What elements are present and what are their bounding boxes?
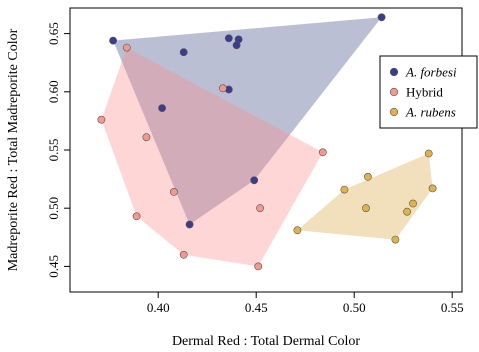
data-point-2-1 xyxy=(122,43,131,52)
legend-label-2: Hybrid xyxy=(406,85,443,100)
data-point-2-6 xyxy=(169,187,178,196)
data-point-3-9 xyxy=(391,235,400,244)
hull-polygon-2 xyxy=(101,47,323,267)
data-point-2-8 xyxy=(132,212,141,221)
data-point-3-6 xyxy=(409,199,417,208)
data-point-2-5 xyxy=(318,148,327,157)
legend: A. forbesi Hybrid A. rubens xyxy=(379,55,478,129)
data-point-2-3 xyxy=(97,115,106,124)
x-tick-label: 0.50 xyxy=(343,300,366,315)
legend-marker-2 xyxy=(389,87,399,97)
data-point-1-9 xyxy=(185,220,194,229)
data-point-1-1 xyxy=(109,36,117,45)
legend-marker-1 xyxy=(389,67,399,77)
data-point-3-4 xyxy=(428,184,437,193)
data-point-2-2 xyxy=(218,84,227,93)
hull-polygon-3 xyxy=(297,153,433,240)
data-point-3-3 xyxy=(340,185,349,194)
data-point-1-2 xyxy=(179,48,188,57)
y-axis-label: Madreporite Red : Total Madreporite Colo… xyxy=(6,28,21,271)
data-point-3-5 xyxy=(362,204,370,213)
x-tick-label: 0.55 xyxy=(441,300,464,315)
data-point-3-2 xyxy=(363,172,372,181)
legend-label-1: A. forbesi xyxy=(405,65,457,80)
y-tick-label: 0.55 xyxy=(46,139,61,162)
data-point-2-4 xyxy=(142,133,151,142)
data-point-2-9 xyxy=(179,250,188,259)
data-point-2-10 xyxy=(254,262,263,271)
hull-polygon-1 xyxy=(113,17,382,225)
y-tick-label: 0.65 xyxy=(46,22,61,45)
y-tick-label: 0.45 xyxy=(46,255,61,278)
x-tick-label: 0.40 xyxy=(147,300,170,315)
data-point-1-10 xyxy=(377,13,386,22)
data-point-2-7 xyxy=(256,204,264,213)
legend-marker-3 xyxy=(389,107,399,117)
data-point-3-7 xyxy=(403,207,411,216)
data-point-3-8 xyxy=(293,226,302,235)
data-point-1-8 xyxy=(250,176,259,185)
x-axis-label: Dermal Red : Total Dermal Color xyxy=(172,334,360,349)
legend-label-3: A. rubens xyxy=(405,105,456,120)
data-point-1-3 xyxy=(224,34,233,43)
data-point-3-1 xyxy=(424,149,433,158)
x-tick-label: 0.45 xyxy=(245,300,268,315)
data-point-1-5 xyxy=(232,41,241,50)
y-tick-label: 0.60 xyxy=(46,80,61,103)
data-point-1-7 xyxy=(158,104,166,112)
y-tick-label: 0.50 xyxy=(46,197,61,220)
